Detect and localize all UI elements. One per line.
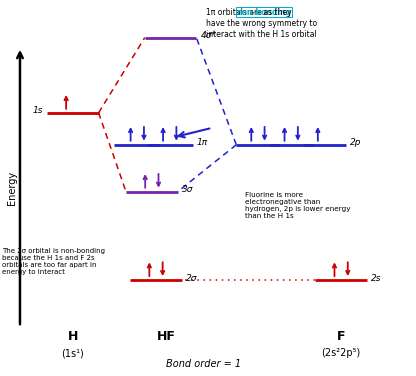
Text: H: H <box>68 330 78 343</box>
Text: HF: HF <box>157 330 176 343</box>
Text: 2σ: 2σ <box>186 274 198 283</box>
Text: Fluorine is more
electronegative than
hydrogen, 2p is lower energy
than the H 1s: Fluorine is more electronegative than hy… <box>245 192 351 219</box>
Text: F: F <box>337 330 345 343</box>
Text: (2s²2p⁵): (2s²2p⁵) <box>322 349 361 358</box>
Text: 3σ: 3σ <box>182 185 193 194</box>
Text: The 2σ orbital is non-bonding
because the H 1s and F 2s
orbitals are too far apa: The 2σ orbital is non-bonding because th… <box>2 248 105 275</box>
Text: 1π orbitals are: 1π orbitals are <box>206 8 264 17</box>
Text: 1π: 1π <box>197 138 208 147</box>
Text: non-bonding: non-bonding <box>236 8 291 17</box>
Text: interact with the H 1s orbital: interact with the H 1s orbital <box>206 30 317 39</box>
Text: 2s: 2s <box>371 274 381 283</box>
Text: (1s¹): (1s¹) <box>62 349 84 358</box>
Text: 1s: 1s <box>32 106 43 115</box>
Text: 2p: 2p <box>350 138 362 147</box>
Text: have the wrong symmetry to: have the wrong symmetry to <box>206 19 317 28</box>
Text: Energy: Energy <box>7 171 17 205</box>
Text: as they: as they <box>261 8 292 17</box>
Text: Bond order = 1: Bond order = 1 <box>166 359 241 369</box>
Text: 4σ*: 4σ* <box>201 31 216 40</box>
